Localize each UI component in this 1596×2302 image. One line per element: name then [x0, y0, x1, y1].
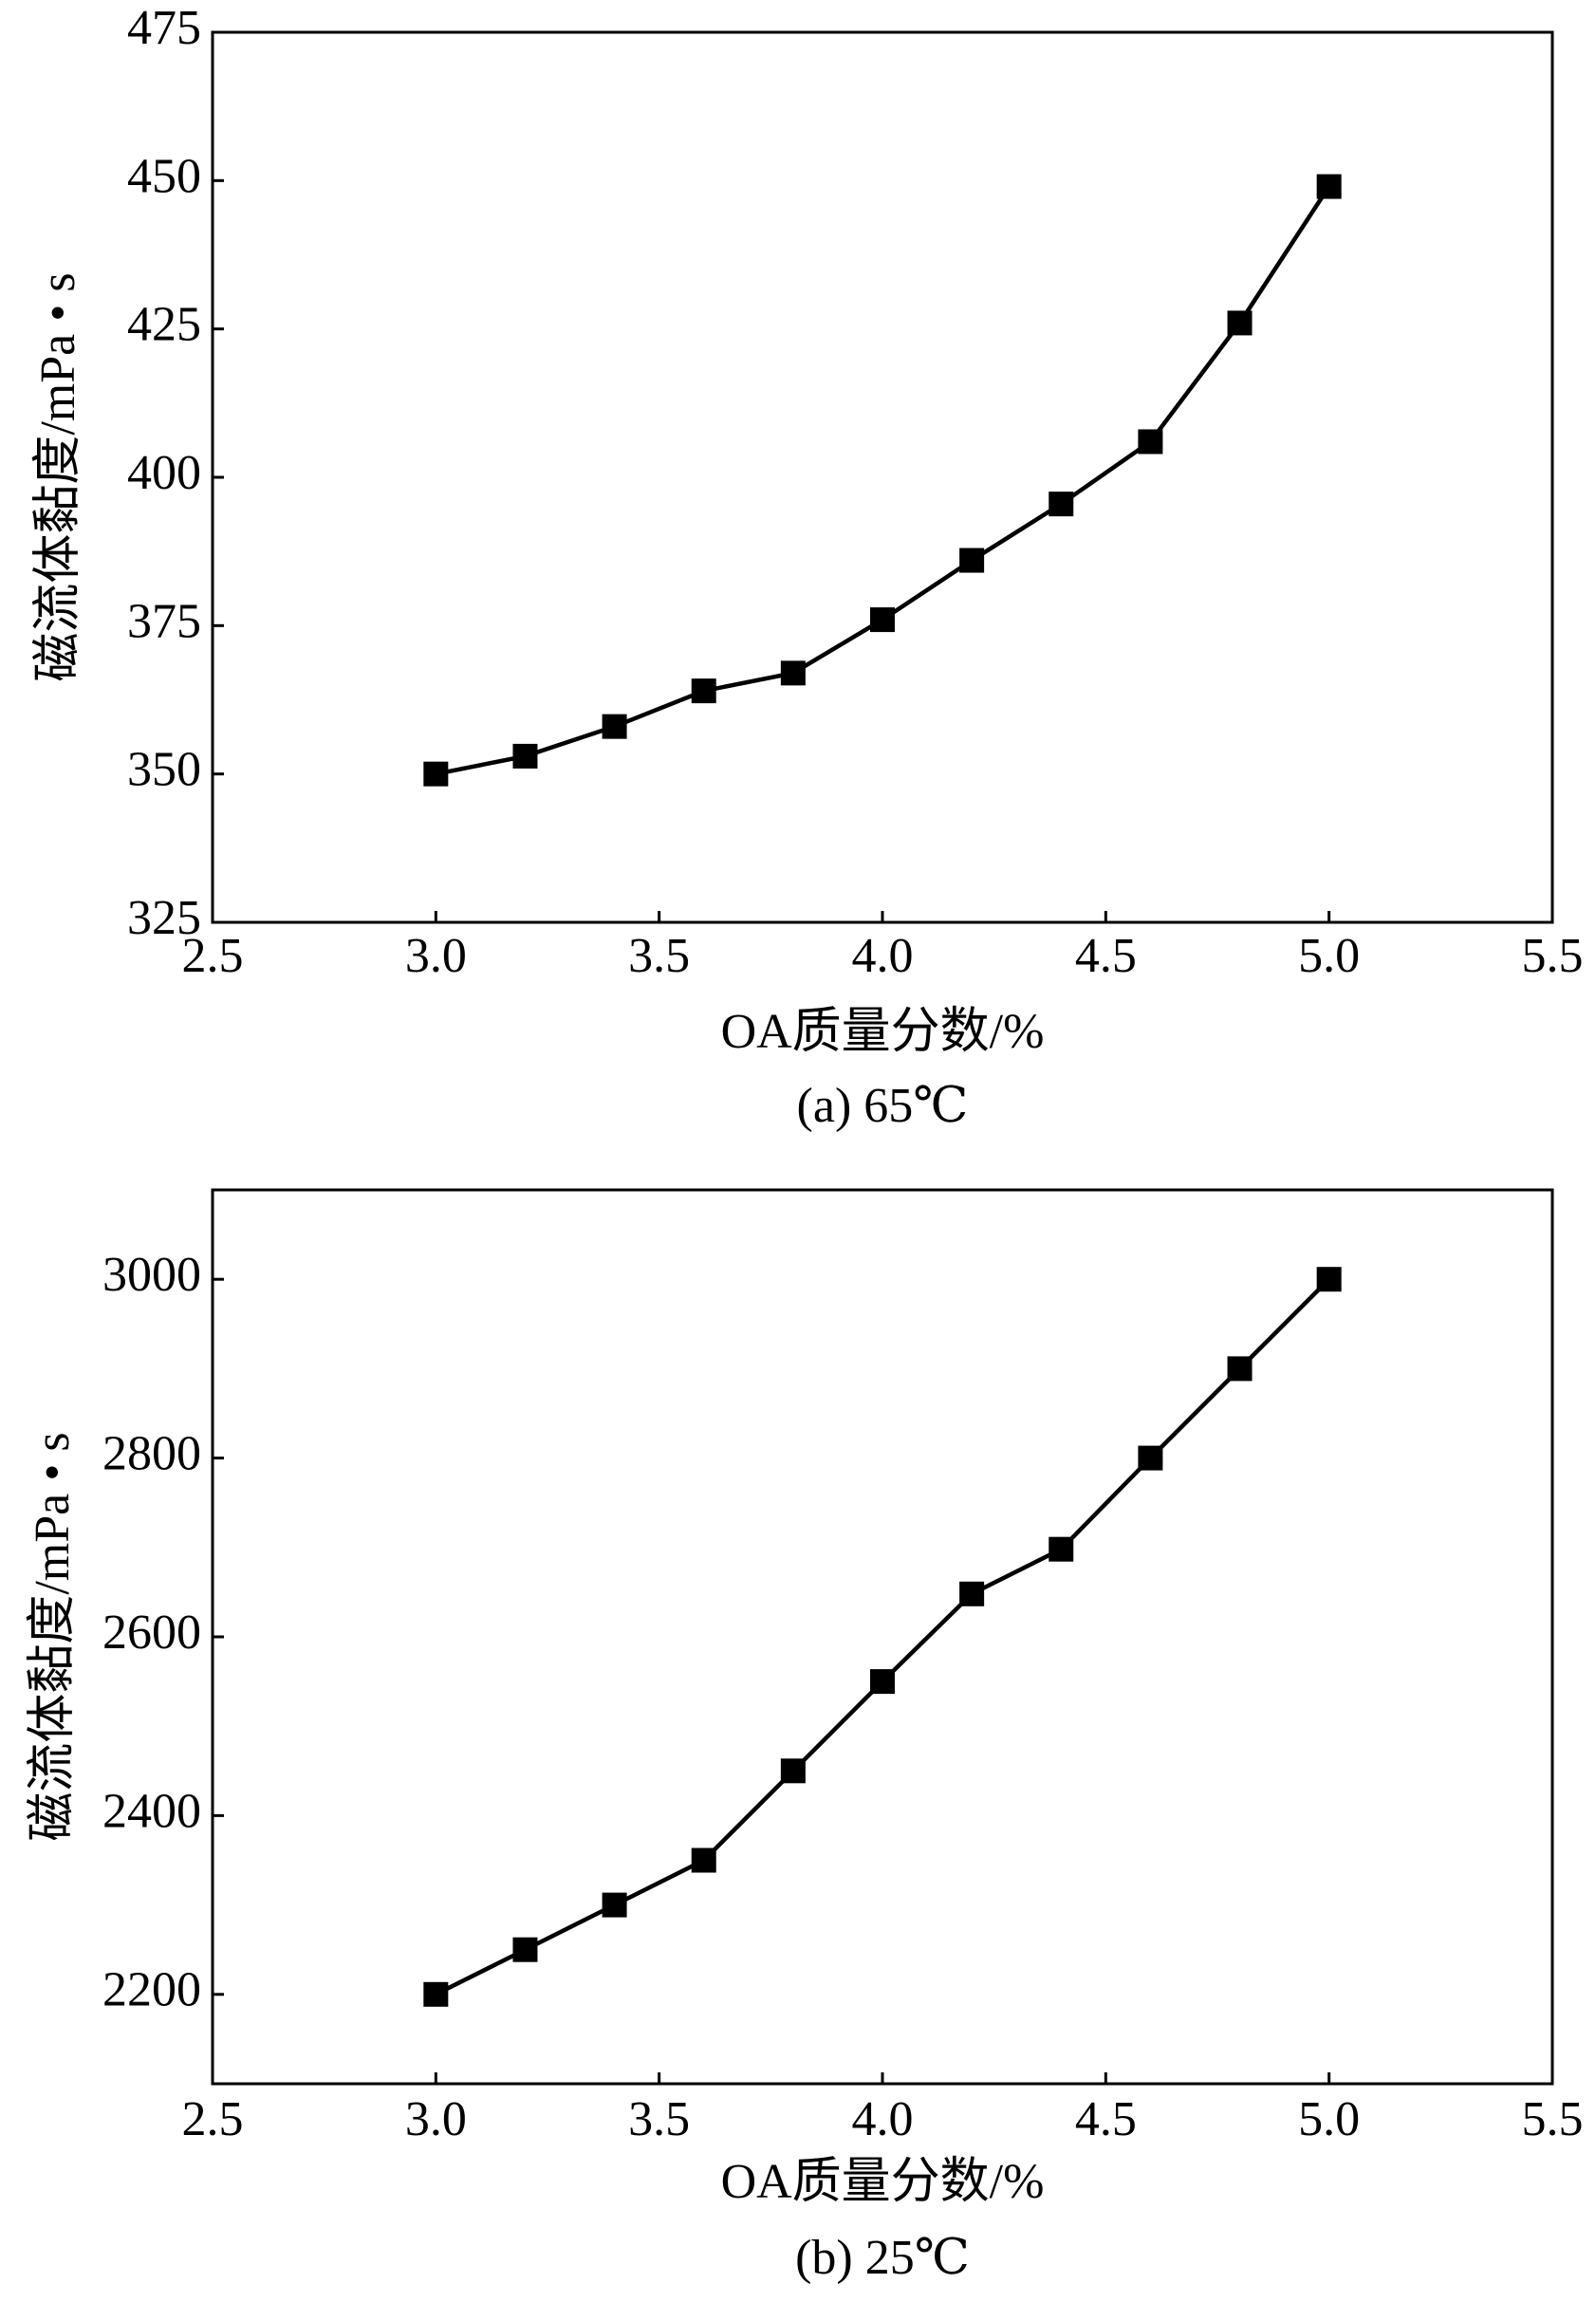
- x-tick-label: 4.5: [1075, 2092, 1137, 2146]
- x-tick-label: 3.5: [628, 929, 690, 983]
- plot-frame: [211, 1188, 1554, 2086]
- data-point: [1138, 429, 1163, 455]
- data-point: [959, 548, 985, 573]
- data-point: [1316, 1267, 1342, 1292]
- data-point: [602, 714, 627, 739]
- x-tick-label: 4.0: [852, 2092, 914, 2146]
- x-tick-label: 5.0: [1298, 2092, 1360, 2146]
- x-tick-label: 3.0: [405, 2092, 467, 2146]
- x-tick-label: 3.5: [628, 2092, 690, 2146]
- y-tick-label: 2200: [102, 1963, 201, 2017]
- x-tick-label: 5.5: [1522, 929, 1584, 983]
- data-point: [780, 660, 806, 686]
- x-axis-label: OA质量分数/%: [721, 2155, 1045, 2209]
- y-tick-label: 475: [127, 1, 201, 55]
- data-point: [423, 1981, 449, 2007]
- data-point: [423, 761, 449, 787]
- data-point: [691, 1847, 716, 1873]
- y-tick-label: 2600: [102, 1606, 201, 1660]
- y-tick-label: 325: [127, 891, 201, 945]
- data-point: [691, 678, 716, 704]
- data-point: [780, 1758, 806, 1784]
- caption: (b) 25℃: [795, 2231, 970, 2285]
- data-point: [1227, 1356, 1253, 1382]
- x-tick-label: 5.5: [1522, 2092, 1584, 2146]
- caption: (a) 65℃: [797, 1079, 969, 1133]
- data-point: [602, 1892, 627, 1918]
- data-point: [870, 1669, 895, 1695]
- plot-frame: [211, 30, 1554, 924]
- data-point: [1138, 1445, 1163, 1471]
- data-point: [1227, 310, 1253, 336]
- data-point: [512, 1937, 538, 1962]
- x-tick-label: 2.5: [182, 929, 244, 983]
- data-point: [1049, 492, 1074, 517]
- x-axis-label: OA质量分数/%: [721, 1005, 1045, 1059]
- series-line: [435, 1277, 1331, 1996]
- data-point: [1316, 174, 1342, 199]
- y-tick-label: 3000: [102, 1248, 201, 1302]
- series-line: [435, 185, 1331, 776]
- data-point: [512, 743, 538, 769]
- x-tick-label: 4.5: [1075, 929, 1137, 983]
- x-tick-label: 5.0: [1298, 929, 1360, 983]
- x-tick-label: 4.0: [852, 929, 914, 983]
- y-tick-label: 375: [127, 594, 201, 648]
- x-tick-label: 2.5: [182, 2092, 244, 2146]
- y-tick-label: 2800: [102, 1427, 201, 1481]
- y-tick-label: 450: [127, 149, 201, 203]
- data-point: [959, 1581, 985, 1606]
- y-axis-label: 磁流体黏度/mPa • s: [31, 272, 85, 681]
- y-tick-label: 400: [127, 446, 201, 500]
- y-axis-label: 磁流体黏度/mPa • s: [26, 1432, 80, 1841]
- x-tick-label: 3.0: [405, 929, 467, 983]
- y-tick-label: 425: [127, 298, 201, 352]
- data-point: [870, 607, 895, 633]
- y-tick-label: 350: [127, 743, 201, 797]
- y-tick-label: 2400: [102, 1784, 201, 1838]
- data-point: [1049, 1536, 1074, 1562]
